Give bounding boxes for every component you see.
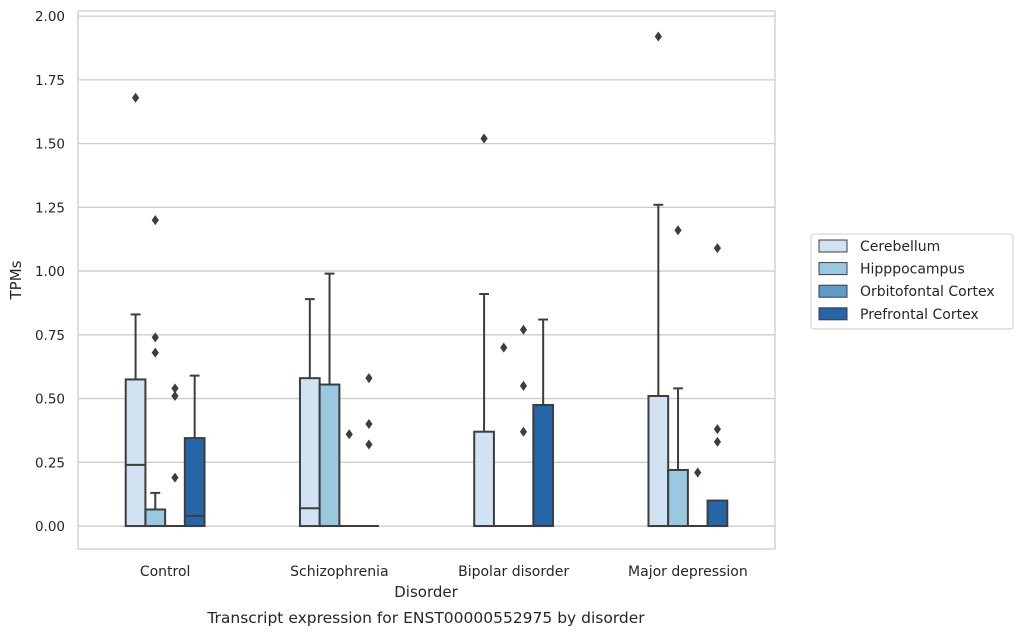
outlier-point bbox=[365, 373, 373, 384]
y-tick-label: 0.00 bbox=[35, 519, 65, 535]
box bbox=[532, 403, 555, 528]
outlier-point bbox=[519, 380, 528, 391]
box bbox=[124, 378, 147, 528]
box bbox=[647, 395, 670, 528]
outlier-point bbox=[171, 391, 179, 402]
legend-swatch bbox=[818, 307, 848, 321]
outlier-point bbox=[365, 439, 373, 450]
outlier-point bbox=[519, 426, 528, 437]
x-tick-label: Major depression bbox=[628, 564, 748, 580]
box-group bbox=[667, 225, 689, 528]
box-group bbox=[165, 383, 185, 528]
box-group bbox=[513, 324, 534, 528]
x-tick-labels: Control Schizophrenia Bipolar disorder Majo… bbox=[140, 564, 748, 580]
box-group bbox=[144, 215, 167, 528]
y-tick-label: 1.75 bbox=[35, 73, 65, 89]
outlier-point bbox=[674, 225, 682, 236]
outlier-point bbox=[654, 31, 662, 42]
box-group bbox=[318, 272, 341, 528]
x-tick-label: Control bbox=[140, 564, 191, 580]
box bbox=[183, 437, 206, 528]
outlier-point bbox=[480, 133, 488, 144]
legend-label: Orbitofontal Cortex bbox=[860, 284, 995, 300]
x-tick-label: Schizophrenia bbox=[290, 564, 388, 580]
legend: Cerebellum Hipppocampus Orbitofontal Corte… bbox=[810, 233, 1014, 330]
y-tick-label: 0.25 bbox=[35, 455, 65, 471]
outlier-point bbox=[345, 429, 353, 440]
plot-frame bbox=[77, 10, 776, 550]
outlier-point bbox=[151, 215, 159, 226]
gridlines bbox=[78, 15, 775, 527]
box-group bbox=[359, 373, 379, 528]
outlier-point bbox=[171, 472, 179, 483]
legend-swatch bbox=[818, 284, 848, 298]
box-group bbox=[298, 298, 321, 528]
x-tick-label: Bipolar disorder bbox=[458, 564, 569, 580]
box-group bbox=[339, 429, 360, 528]
y-tick-label: 0.50 bbox=[35, 392, 65, 408]
y-tick-label: 1.25 bbox=[35, 200, 65, 216]
legend-swatch bbox=[818, 239, 848, 253]
box-group bbox=[687, 467, 708, 528]
box bbox=[298, 377, 321, 528]
y-tick-label: 0.75 bbox=[35, 328, 65, 344]
outlier-point bbox=[694, 467, 702, 478]
legend-swatch bbox=[818, 262, 848, 276]
outlier-point bbox=[713, 424, 722, 435]
x-axis-label: Disorder bbox=[394, 583, 458, 601]
box-group bbox=[183, 374, 206, 528]
outlier-point bbox=[519, 324, 528, 335]
box-group bbox=[473, 133, 495, 528]
box-group bbox=[124, 92, 147, 528]
y-tick-label: 1.00 bbox=[35, 264, 65, 280]
outlier-point bbox=[151, 332, 159, 343]
box-group bbox=[493, 342, 514, 528]
legend-frame bbox=[810, 233, 1014, 330]
legend-label: Hipppocampus bbox=[860, 262, 965, 278]
outlier-point bbox=[713, 243, 722, 254]
box-group bbox=[706, 243, 729, 528]
box-group bbox=[647, 31, 670, 528]
outlier-point bbox=[500, 342, 508, 353]
box bbox=[144, 508, 167, 528]
y-tick-labels: 0.00 0.25 0.50 0.75 1.00 1.25 1.50 1.75 2.00 bbox=[35, 9, 65, 535]
y-tick-label: 2.00 bbox=[35, 9, 65, 25]
y-axis-label: TPMs bbox=[7, 260, 25, 300]
outlier-point bbox=[713, 436, 722, 447]
y-tick-label: 1.50 bbox=[35, 137, 65, 153]
box-group bbox=[532, 318, 555, 528]
legend-label: Cerebellum bbox=[860, 239, 940, 255]
box bbox=[667, 468, 689, 528]
outlier-point bbox=[131, 92, 140, 103]
plot-marks bbox=[124, 31, 729, 528]
outlier-point bbox=[151, 347, 159, 358]
box bbox=[473, 430, 495, 528]
box bbox=[318, 383, 341, 528]
box bbox=[706, 499, 729, 528]
chart-title: Transcript expression for ENST0000055297… bbox=[206, 609, 645, 627]
legend-label: Prefrontal Cortex bbox=[860, 307, 979, 323]
outlier-point bbox=[365, 419, 373, 430]
outlier-point bbox=[171, 383, 179, 394]
